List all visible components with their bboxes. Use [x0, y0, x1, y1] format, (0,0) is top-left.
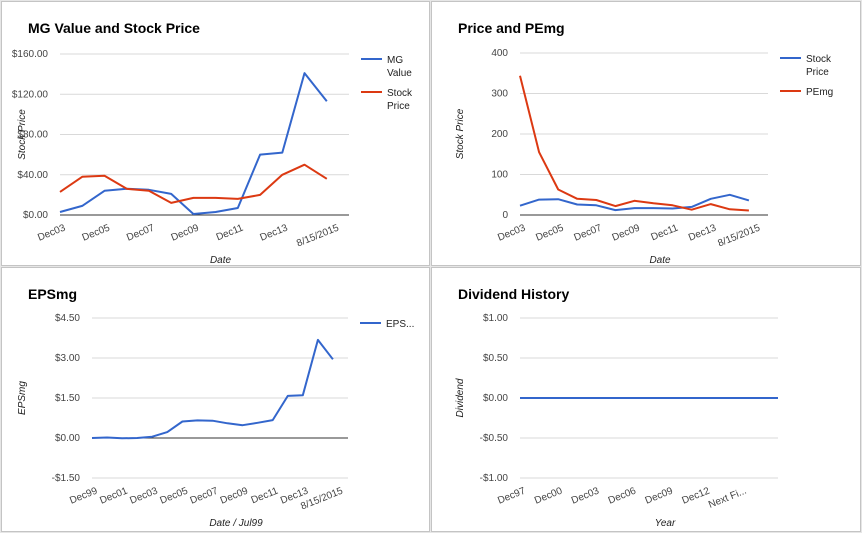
y-tick-label: $1.50: [55, 393, 80, 404]
chart-title: Price and PEmg: [458, 20, 565, 36]
x-axis-label: Date / Jul99: [209, 518, 263, 529]
series-line: [91, 338, 334, 440]
chart-price-pemg: Price and PEmg 0 100 200 300 400 Stock Price De…: [455, 20, 833, 266]
y-tick-label: -$0.50: [480, 433, 509, 444]
x-tick-label: Dec07: [573, 222, 604, 243]
legend-label: Stock: [806, 54, 832, 65]
x-tick-label: Dec09: [611, 222, 642, 243]
x-tick-label: Dec11: [250, 485, 281, 506]
series-line: [519, 75, 749, 212]
x-tick-label: Dec07: [125, 222, 156, 243]
x-tick-label: Dec99: [68, 485, 99, 506]
y-tick-label: 300: [491, 89, 508, 100]
x-tick-label: 8/15/2015: [295, 222, 341, 249]
x-tick-label: Dec09: [644, 485, 675, 506]
y-tick-label: $4.50: [55, 313, 80, 324]
y-tick-label: 200: [491, 129, 508, 140]
y-axis-label: Stock Price: [17, 109, 28, 160]
y-tick-label: $1.00: [483, 313, 508, 324]
y-tick-label: $40.00: [17, 170, 48, 181]
y-axis-label: EPSmg: [17, 381, 28, 415]
x-tick-label: Next Fi...: [707, 486, 748, 511]
chart-panel-dividend-history: Dividend History -$1.00 -$0.50 $0.00 $0.50 $1…: [431, 267, 861, 532]
x-tick-label: 8/15/2015: [716, 222, 762, 249]
x-tick-label: Dec05: [81, 222, 112, 243]
chart-panel-mg-value: MG Value and Stock Price $0.00 $40.00 $80.0…: [1, 1, 430, 266]
chart-title: Dividend History: [458, 286, 569, 302]
chart-title: EPSmg: [28, 286, 77, 302]
legend-label: Value: [387, 68, 412, 79]
x-tick-label: Dec03: [128, 485, 159, 506]
legend-label: Stock: [387, 88, 413, 99]
x-tick-label: Dec13: [687, 222, 718, 243]
x-axis-label: Year: [655, 518, 676, 529]
y-tick-label: $120.00: [12, 89, 49, 100]
y-tick-label: $3.00: [55, 353, 80, 364]
legend-label: PEmg: [806, 87, 833, 98]
y-axis-label: Dividend: [455, 378, 466, 417]
y-tick-label: $0.00: [23, 210, 48, 221]
x-tick-label: Dec09: [219, 485, 250, 506]
series-line: [59, 163, 328, 204]
series-line: [519, 193, 750, 212]
x-tick-label: Dec06: [607, 485, 638, 506]
y-tick-label: 0: [502, 210, 508, 221]
x-tick-label: Dec03: [36, 222, 67, 243]
chart-dividend-history: Dividend History -$1.00 -$0.50 $0.00 $0.50 $1…: [455, 286, 778, 529]
x-tick-label: Dec05: [159, 485, 190, 506]
chart-epsmg: EPSmg -$1.50 $0.00 $1.50 $3.00 $4.50 EPSmg Dec9…: [17, 286, 414, 529]
y-tick-label: $0.00: [483, 393, 508, 404]
x-tick-label: Dec05: [534, 222, 565, 243]
y-tick-label: -$1.50: [52, 473, 81, 484]
y-tick-label: 100: [491, 170, 508, 181]
y-axis-label: Stock Price: [455, 108, 466, 159]
x-tick-label: Dec09: [170, 222, 201, 243]
x-tick-label: Dec07: [189, 485, 220, 506]
x-tick-label: Dec11: [649, 222, 680, 243]
x-tick-label: Dec97: [496, 485, 527, 506]
legend-label: MG: [387, 55, 403, 66]
chart-mg-value-stock-price: MG Value and Stock Price $0.00 $40.00 $80.0…: [12, 20, 413, 266]
series-line: [59, 72, 328, 215]
legend-label: EPS...: [386, 319, 414, 330]
x-tick-label: Dec03: [496, 222, 527, 243]
y-tick-label: $80.00: [17, 130, 48, 141]
y-tick-label: $0.50: [483, 353, 508, 364]
chart-panel-price-pemg: Price and PEmg 0 100 200 300 400 Stock Price De…: [431, 1, 861, 266]
y-tick-label: -$1.00: [480, 473, 509, 484]
x-tick-label: Dec12: [680, 485, 711, 506]
x-tick-label: Dec01: [98, 485, 129, 506]
y-tick-label: 400: [491, 48, 508, 59]
x-tick-label: Dec11: [215, 222, 246, 243]
x-tick-label: Dec13: [259, 222, 290, 243]
legend-label: Price: [387, 101, 410, 112]
legend-label: Price: [806, 67, 829, 78]
x-axis-label: Date: [649, 255, 671, 266]
x-axis-label: Date: [210, 255, 232, 266]
x-tick-label: Dec00: [533, 485, 564, 506]
chart-title: MG Value and Stock Price: [28, 20, 200, 36]
y-tick-label: $160.00: [12, 49, 49, 60]
y-tick-label: $0.00: [55, 433, 80, 444]
chart-panel-epsmg: EPSmg -$1.50 $0.00 $1.50 $3.00 $4.50 EPSmg Dec9…: [1, 267, 430, 532]
x-tick-label: Dec03: [570, 485, 601, 506]
